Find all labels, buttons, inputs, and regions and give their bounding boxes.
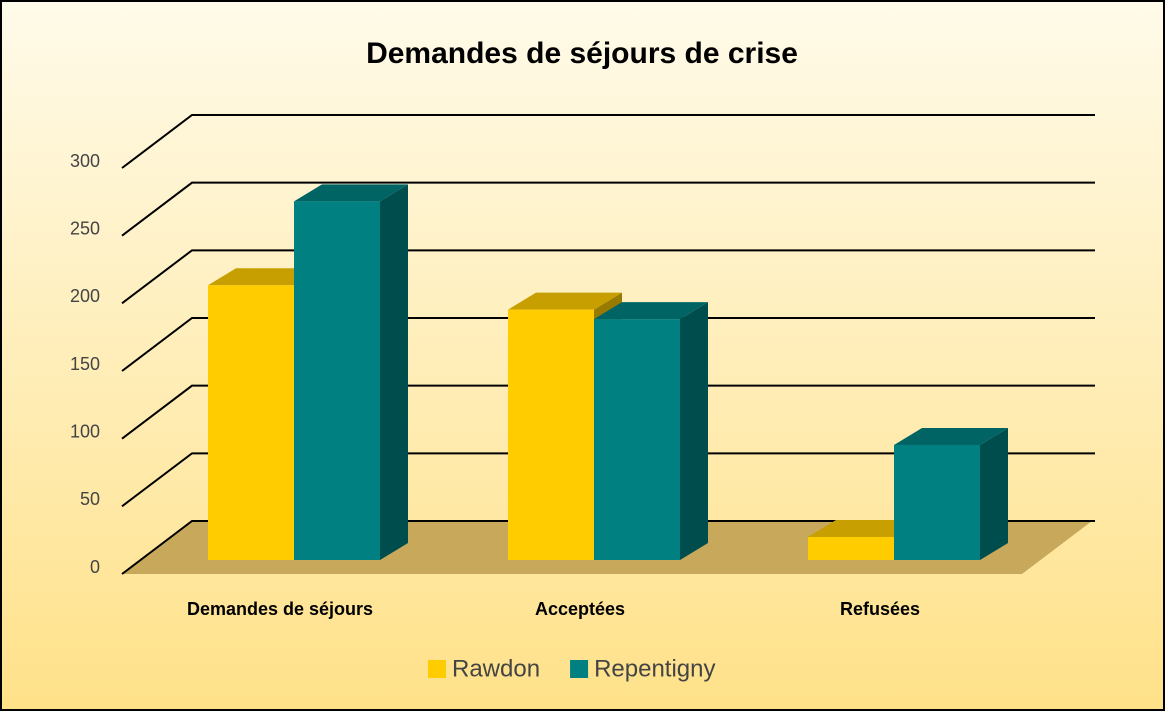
y-tick-label: 300 <box>70 151 100 171</box>
bar-top <box>294 184 408 202</box>
chart-title: Demandes de séjours de crise <box>366 37 798 70</box>
x-tick-label: Demandes de séjours <box>187 599 373 619</box>
grid-line <box>121 452 1095 508</box>
grid-line <box>121 114 1095 169</box>
bar <box>208 285 294 560</box>
grid-line <box>121 317 1095 372</box>
bar-top <box>808 519 922 537</box>
bar-top <box>208 268 322 286</box>
bar <box>594 319 680 560</box>
bar <box>894 444 980 560</box>
y-tick-label: 100 <box>70 421 100 441</box>
x-tick-label: Acceptées <box>535 599 625 619</box>
bar <box>808 536 894 560</box>
y-tick-label: 200 <box>70 286 100 306</box>
grid-line <box>121 249 1095 305</box>
bar <box>294 201 380 560</box>
grid-line <box>121 384 1095 440</box>
y-tick-label: 250 <box>70 218 100 238</box>
y-tick-label: 150 <box>70 354 100 374</box>
y-tick-label: 0 <box>90 557 100 577</box>
bar <box>508 309 594 560</box>
bar-side <box>980 427 1008 560</box>
legend-label: Rawdon <box>452 655 540 682</box>
y-tick-label: 50 <box>80 489 100 509</box>
legend-swatch <box>428 660 446 678</box>
legend-label: Repentigny <box>594 655 715 682</box>
bar-top <box>508 292 622 310</box>
bar-side <box>680 302 708 560</box>
grid-line <box>121 181 1095 237</box>
grid-line <box>121 520 1095 575</box>
legend-swatch <box>570 660 589 678</box>
bar-top <box>594 302 708 320</box>
bar-top <box>894 427 1008 445</box>
bar-side <box>380 184 408 560</box>
x-tick-label: Refusées <box>840 599 920 619</box>
